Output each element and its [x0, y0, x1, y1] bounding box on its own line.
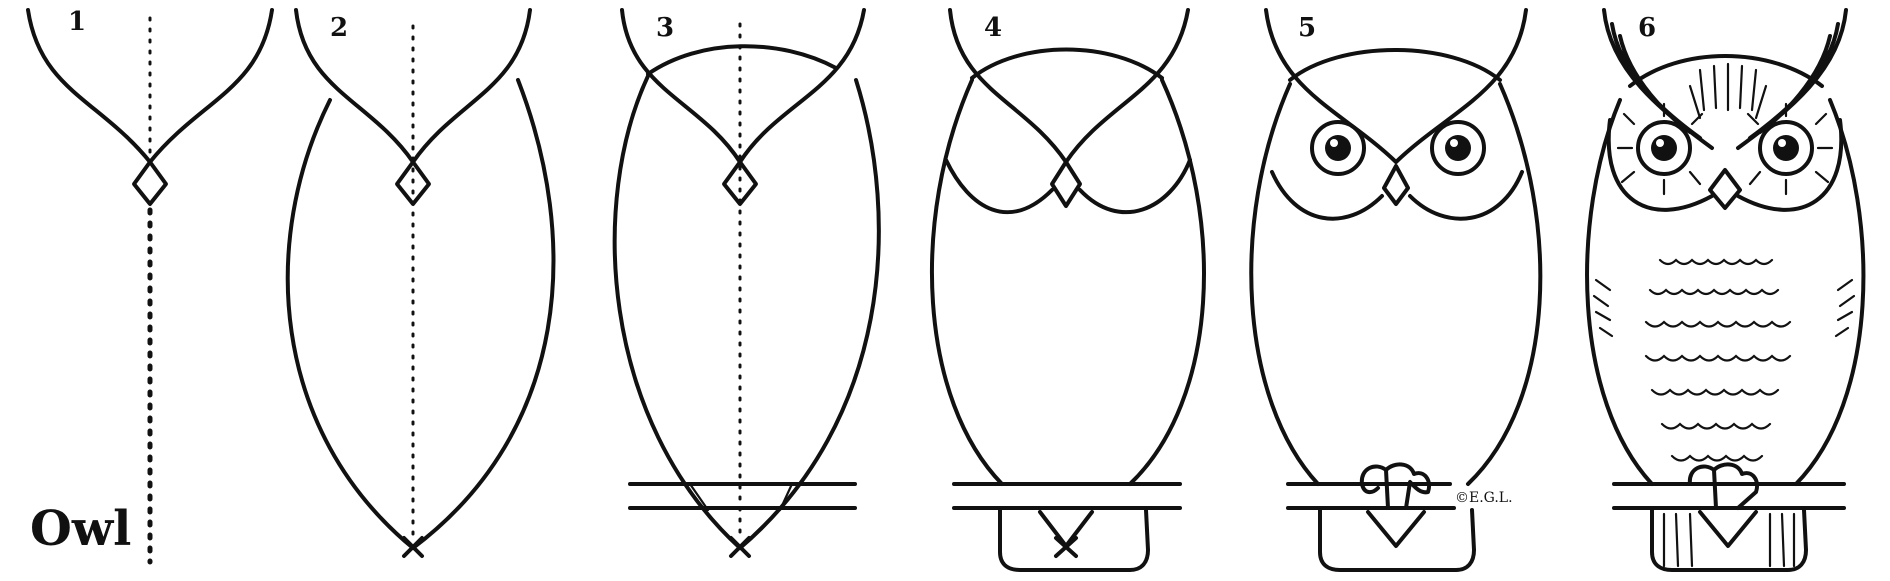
step-4-beak [1050, 160, 1082, 208]
step-6-facial-disc-left [1606, 118, 1714, 212]
step-6-eye-right-highlight [1778, 139, 1786, 147]
step-6-eye-right-rays [1746, 102, 1834, 196]
step-3-crown-arc [646, 44, 838, 76]
step-3-beak-diamond [722, 160, 758, 206]
step-6-side-shading-left [1592, 278, 1614, 338]
step-6-talons [1687, 462, 1759, 510]
step-5-tail-outline [1318, 508, 1476, 572]
step-6-tail-v [1698, 510, 1758, 548]
step-6-panel: 6 [1585, 8, 1866, 572]
step-5-face-right [1408, 170, 1524, 221]
step-5-tail-v [1366, 510, 1426, 548]
step-6-eye-right-ring [1758, 120, 1814, 176]
step-6-beak [1708, 168, 1742, 210]
step-5-eye-right-highlight [1450, 139, 1458, 147]
step-1-number: 1 [68, 7, 86, 37]
step-6-side-shading-right [1834, 278, 1856, 338]
step-3-tail-x [729, 536, 751, 558]
step-4-crown-arc [970, 47, 1164, 80]
step-4-face-right [1078, 158, 1192, 215]
step-2-tail-x [402, 536, 424, 558]
step-3-body-left [612, 74, 742, 550]
step-2-number: 2 [330, 13, 348, 43]
step-6-tail-feathers [1662, 512, 1796, 568]
step-5-crown-arc [1288, 48, 1502, 82]
step-5-eye-left-highlight [1330, 139, 1338, 147]
step-1-panel: 1 Owl [26, 7, 274, 565]
step-6-crown-arc [1628, 54, 1824, 88]
step-1-beak-diamond [132, 160, 168, 206]
step-6-body-left [1585, 98, 1654, 486]
step-6-eye-right-pupil [1773, 135, 1799, 161]
step-5-face-left [1270, 170, 1384, 221]
step-6-eye-left-highlight [1656, 139, 1664, 147]
step-6-forehead-feathers [1688, 62, 1768, 120]
step-3-panel: 3 [612, 8, 881, 558]
step-2-body-left [285, 98, 415, 550]
step-6-eye-left-ring [1636, 120, 1692, 176]
step-5-talons [1359, 462, 1431, 510]
step-6-eye-left-pupil [1651, 135, 1677, 161]
step-6-body-right [1794, 98, 1866, 486]
step-2-panel: 2 [285, 8, 556, 558]
step-5-eye-left-ring [1310, 120, 1366, 176]
step-5-body-right [1466, 82, 1543, 486]
step-3-number: 3 [656, 13, 674, 43]
step-6-breast-feathers [1644, 258, 1792, 462]
step-5-body-left [1249, 82, 1320, 486]
step-4-body-left [930, 78, 1004, 486]
step-5-beak [1382, 164, 1410, 206]
step-4-panel: 4 [930, 8, 1206, 572]
step-5-number: 5 [1298, 13, 1316, 43]
step-6-eye-left-rays [1616, 102, 1704, 196]
step-4-face-left [944, 158, 1054, 215]
step-6-number: 6 [1638, 13, 1656, 43]
step-3-body-right [738, 78, 881, 550]
step-4-tail-outline [998, 508, 1150, 572]
step-5-panel: 5 ©E.G.L. [1249, 8, 1543, 572]
owl-title: Owl [30, 501, 131, 557]
step-6-ear-tuft-left [1602, 8, 1714, 150]
step-2-body-right [411, 78, 556, 550]
step-6-tail-outline [1650, 508, 1808, 572]
step-3-tail-hint [688, 482, 794, 512]
step-5-eye-left-pupil [1325, 135, 1351, 161]
step-6-facial-disc-right [1736, 118, 1844, 212]
step-4-number: 4 [984, 13, 1002, 43]
step-4-tail-x [1038, 510, 1094, 558]
step-4-body-right [1128, 78, 1206, 486]
step-5-signature: ©E.G.L. [1455, 490, 1513, 506]
step-5-eye-right-pupil [1445, 135, 1471, 161]
step-5-head-curve [1264, 8, 1528, 164]
step-6-ear-tuft-right [1736, 8, 1848, 150]
step-5-eye-right-ring [1430, 120, 1486, 176]
